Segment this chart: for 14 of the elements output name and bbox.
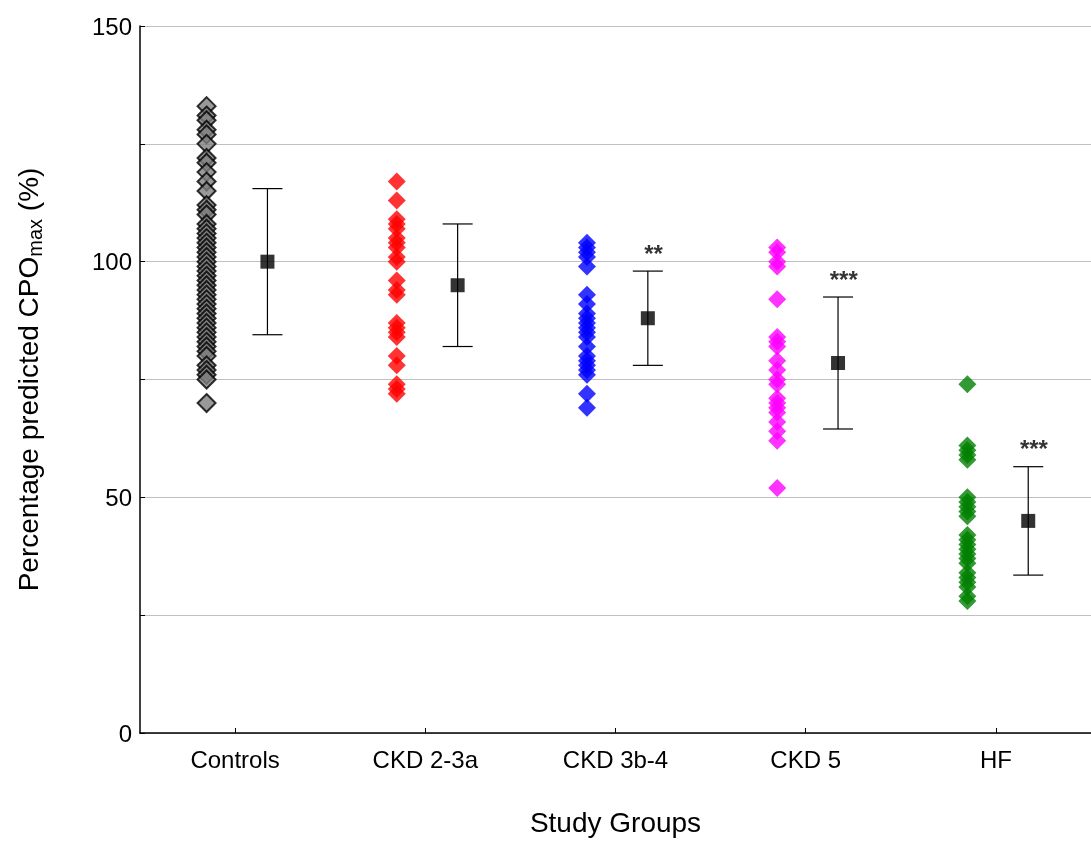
y-tick-label: 0 [118, 719, 132, 747]
x-tick-label: CKD 2-3a [372, 745, 479, 773]
y-tick-label: 100 [91, 248, 132, 276]
annotation: *** [1019, 435, 1049, 463]
y-tick-label: 50 [105, 483, 132, 511]
y-tick-label: 150 [91, 12, 132, 40]
x-tick-label: CKD 5 [770, 745, 842, 773]
x-tick-label: CKD 3b-4 [562, 745, 669, 773]
x-axis-title: Study Groups [529, 806, 702, 838]
x-tick-label: Controls [190, 745, 280, 773]
annotation: *** [829, 265, 859, 293]
annotation: ** [644, 239, 664, 267]
x-tick-label: HF [979, 745, 1012, 773]
y-axis-title: Percentage predicted CPOmax (%) [12, 167, 46, 592]
